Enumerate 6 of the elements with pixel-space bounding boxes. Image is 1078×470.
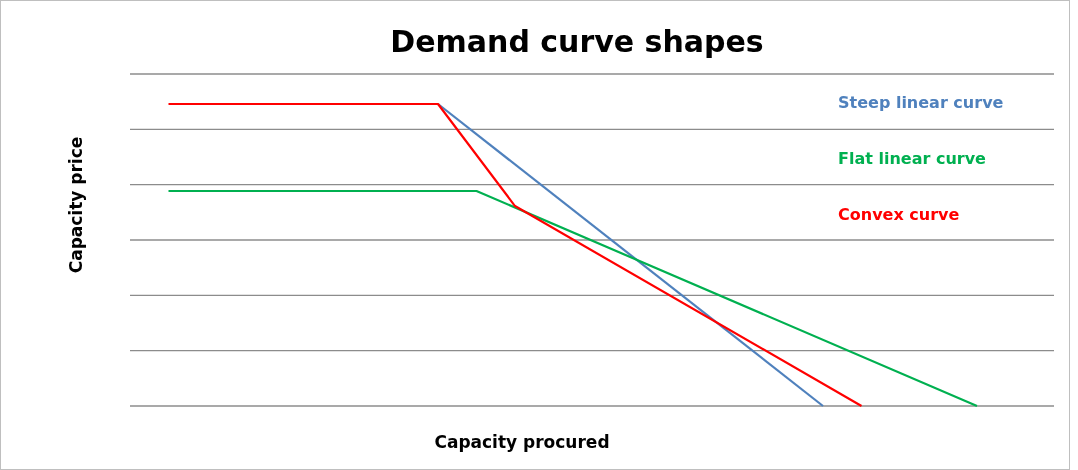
y-axis-title: Capacity price — [66, 136, 86, 274]
text: Convex curve — [838, 205, 960, 224]
text: Flat linear curve — [838, 149, 987, 168]
chart-title: Demand curve shapes — [390, 24, 764, 59]
text: Steep linear curve — [838, 93, 1004, 112]
x-axis-title: Capacity procured — [434, 432, 610, 452]
